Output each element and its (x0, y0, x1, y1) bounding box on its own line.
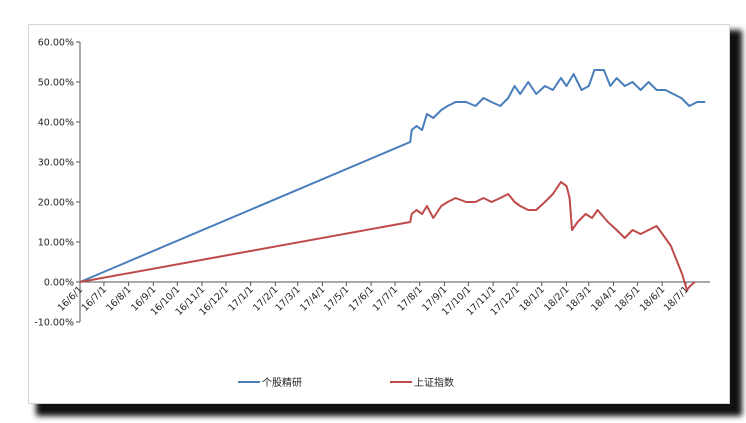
x-tick-label: 18/3/1 (565, 284, 594, 313)
axes (76, 41, 710, 323)
x-tick-label: 16/6/1 (56, 284, 85, 313)
x-tick-label: 17/1/1 (226, 284, 255, 313)
x-tick-label: 17/8/1 (395, 284, 424, 313)
y-tick-label: 50.00% (38, 78, 74, 89)
legend-label-series-2: 上证指数 (414, 376, 454, 389)
x-tick-label: 17/4/1 (298, 284, 327, 313)
x-tick-label: 18/1/1 (517, 284, 546, 313)
x-tick-label: 17/3/1 (273, 284, 302, 313)
x-tick-label: 18/4/1 (589, 284, 618, 313)
series-line-1 (79, 69, 706, 283)
x-tick-label: 18/6/1 (638, 284, 667, 313)
legend: 个股精研 上证指数 (238, 376, 454, 389)
y-tick-label: 20.00% (38, 198, 74, 209)
y-tick-label: 30.00% (38, 158, 74, 169)
y-tick-label: 60.00% (38, 38, 74, 49)
x-tick-label: 17/7/1 (371, 284, 400, 313)
x-tick-label: 16/8/1 (104, 284, 133, 313)
y-tick-label: -10.00% (34, 318, 74, 329)
y-tick-label: 0.00% (44, 278, 74, 289)
series-lines (79, 69, 706, 291)
x-tick-label: 17/5/1 (322, 284, 351, 313)
y-tick-label: 40.00% (38, 118, 74, 129)
series-line-2 (79, 181, 696, 291)
y-tick-labels: 60.00% 50.00% 40.00% 30.00% 20.00% 10.00% 0.00… (34, 38, 74, 329)
x-tick-label: 18/5/1 (613, 284, 642, 313)
x-tick-label: 17/6/1 (347, 284, 376, 313)
x-tick-label: 16/7/1 (80, 284, 109, 313)
x-tick-labels: 16/6/116/7/116/8/116/9/116/10/116/11/116… (56, 284, 691, 318)
legend-label-series-1: 个股精研 (262, 376, 302, 389)
chart-frame (28, 24, 730, 404)
y-tick-label: 10.00% (38, 238, 74, 249)
